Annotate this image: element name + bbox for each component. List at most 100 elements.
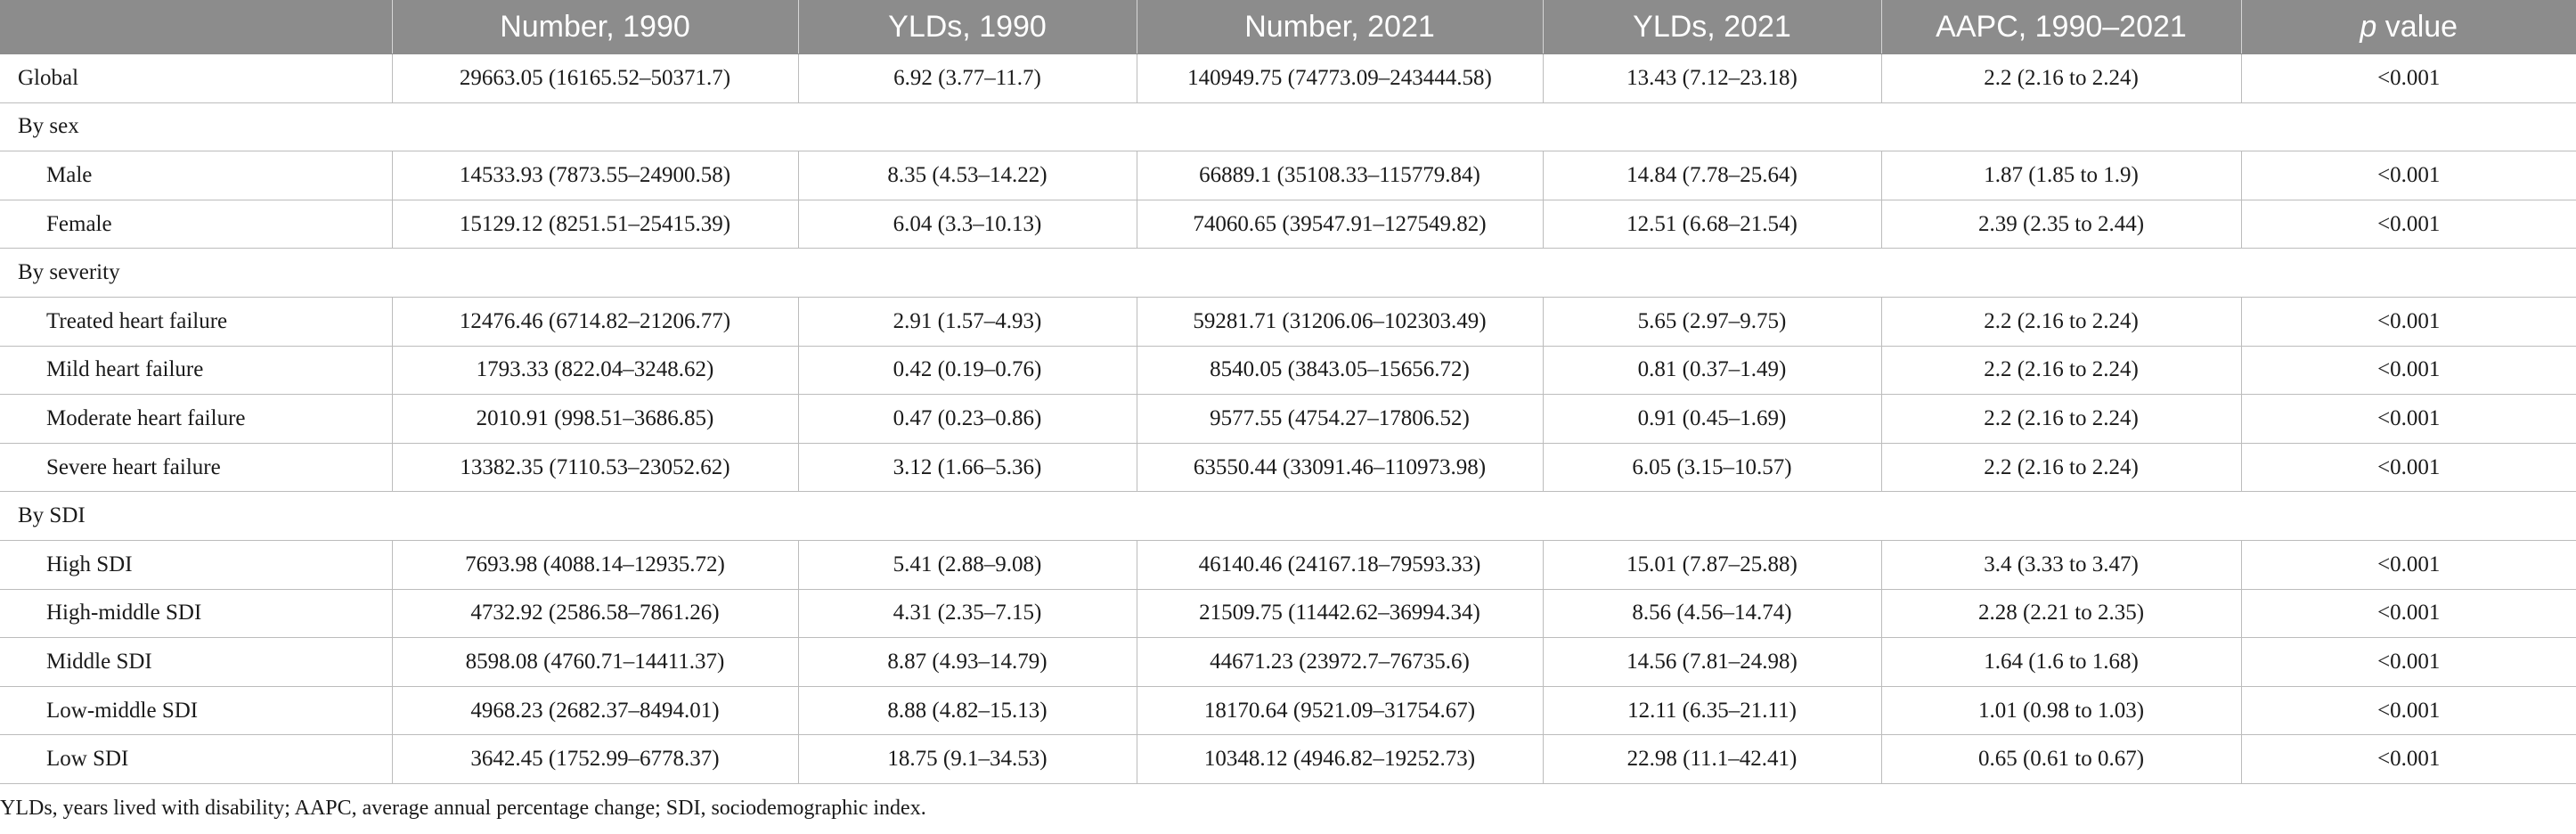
table-cell: <0.001 (2240, 637, 2576, 687)
table-cell: 12.51 (6.68–21.54) (1542, 200, 1882, 249)
table-cell: <0.001 (2240, 734, 2576, 784)
header-cell-ylds-2021: YLDs, 2021 (1543, 0, 1882, 54)
table-cell: <0.001 (2240, 297, 2576, 347)
table-cell: 2010.91 (998.51–3686.85) (391, 394, 799, 444)
table-cell: 3.4 (3.33 to 3.47) (1880, 540, 2242, 590)
table-cell: <0.001 (2240, 346, 2576, 396)
table-row: Severe heart failure 13382.35 (7110.53–23… (0, 443, 2576, 493)
table-cell: 12476.46 (6714.82–21206.77) (391, 297, 799, 347)
header-cell-blank (0, 0, 393, 54)
row-label: Middle SDI (0, 637, 393, 687)
table-cell: <0.001 (2240, 443, 2576, 493)
table-cell: 2.2 (2.16 to 2.24) (1880, 297, 2242, 347)
table-cell: <0.001 (2240, 53, 2576, 103)
table-cell: 8.35 (4.53–14.22) (797, 151, 1137, 200)
table-cell: 2.39 (2.35 to 2.44) (1880, 200, 2242, 249)
table-cell: 12.11 (6.35–21.11) (1542, 686, 1882, 736)
table-cell: 2.2 (2.16 to 2.24) (1880, 346, 2242, 396)
table-footnote: YLDs, years lived with disability; AAPC,… (0, 797, 926, 820)
table-row: Mild heart failure 1793.33 (822.04–3248.6… (0, 346, 2576, 396)
table-cell: 1793.33 (822.04–3248.62) (391, 346, 799, 396)
table-row: Moderate heart failure 2010.91 (998.51–36… (0, 394, 2576, 444)
row-label: Moderate heart failure (0, 394, 393, 444)
header-cell-p-value: p value (2241, 0, 2576, 54)
table-cell: 6.05 (3.15–10.57) (1542, 443, 1882, 493)
table-row: High SDI 7693.98 (4088.14–12935.72) 5.41 (… (0, 540, 2576, 590)
table-cell: 21509.75 (11442.62–36994.34) (1136, 589, 1544, 639)
table-header: Number, 1990 YLDs, 1990 Number, 2021 YLD… (0, 0, 2576, 54)
table-cell: 140949.75 (74773.09–243444.58) (1136, 53, 1544, 103)
table-cell: 2.2 (2.16 to 2.24) (1880, 394, 2242, 444)
table-row: Male 14533.93 (7873.55–24900.58) 8.35 (4.5… (0, 151, 2576, 200)
table-cell: 74060.65 (39547.91–127549.82) (1136, 200, 1544, 249)
table-cell: 6.04 (3.3–10.13) (797, 200, 1137, 249)
table-cell: 15.01 (7.87–25.88) (1542, 540, 1882, 590)
table-cell: 14.84 (7.78–25.64) (1542, 151, 1882, 200)
table-cell: 59281.71 (31206.06–102303.49) (1136, 297, 1544, 347)
table-cell: 0.65 (0.61 to 0.67) (1880, 734, 2242, 784)
group-label: By sex (0, 102, 2576, 152)
table-cell: 0.81 (0.37–1.49) (1542, 346, 1882, 396)
table-cell: 8.56 (4.56–14.74) (1542, 589, 1882, 639)
table-cell: 3642.45 (1752.99–6778.37) (391, 734, 799, 784)
table-cell: 66889.1 (35108.33–115779.84) (1136, 151, 1544, 200)
header-cell-number-1990: Number, 1990 (392, 0, 799, 54)
table-cell: <0.001 (2240, 200, 2576, 249)
table-cell: 1.87 (1.85 to 1.9) (1880, 151, 2242, 200)
table-cell: <0.001 (2240, 151, 2576, 200)
row-label: Global (0, 53, 393, 103)
table-cell: 8598.08 (4760.71–14411.37) (391, 637, 799, 687)
row-label: Treated heart failure (0, 297, 393, 347)
table-cell: 29663.05 (16165.52–50371.7) (391, 53, 799, 103)
table-row: High-middle SDI 4732.92 (2586.58–7861.26)… (0, 589, 2576, 639)
data-table: Number, 1990 YLDs, 1990 Number, 2021 YLD… (0, 0, 2576, 784)
table-cell: 0.47 (0.23–0.86) (797, 394, 1137, 444)
header-cell-aapc: AAPC, 1990–2021 (1881, 0, 2242, 54)
table-cell: <0.001 (2240, 686, 2576, 736)
table-cell: 1.01 (0.98 to 1.03) (1880, 686, 2242, 736)
table-cell: 18.75 (9.1–34.53) (797, 734, 1137, 784)
group-header-row: By sex (0, 102, 2576, 152)
table-cell: 63550.44 (33091.46–110973.98) (1136, 443, 1544, 493)
table-cell: 2.28 (2.21 to 2.35) (1880, 589, 2242, 639)
table-cell: 3.12 (1.66–5.36) (797, 443, 1137, 493)
row-label: High SDI (0, 540, 393, 590)
table-cell: 10348.12 (4946.82–19252.73) (1136, 734, 1544, 784)
table-cell: 2.2 (2.16 to 2.24) (1880, 53, 2242, 103)
table-cell: <0.001 (2240, 540, 2576, 590)
table-cell: 22.98 (11.1–42.41) (1542, 734, 1882, 784)
table-cell: <0.001 (2240, 394, 2576, 444)
table-cell: 4.31 (2.35–7.15) (797, 589, 1137, 639)
table-row: Female 15129.12 (8251.51–25415.39) 6.04 (3… (0, 200, 2576, 249)
p-letter: p (2360, 9, 2377, 44)
table-cell: 5.65 (2.97–9.75) (1542, 297, 1882, 347)
table-cell: 4732.92 (2586.58–7861.26) (391, 589, 799, 639)
row-label: Severe heart failure (0, 443, 393, 493)
row-label: Low SDI (0, 734, 393, 784)
table-cell: 6.92 (3.77–11.7) (797, 53, 1137, 103)
table-cell: <0.001 (2240, 589, 2576, 639)
table-cell: 8.87 (4.93–14.79) (797, 637, 1137, 687)
table-cell: 0.42 (0.19–0.76) (797, 346, 1137, 396)
table-cell: 13.43 (7.12–23.18) (1542, 53, 1882, 103)
row-label: Mild heart failure (0, 346, 393, 396)
table-cell: 15129.12 (8251.51–25415.39) (391, 200, 799, 249)
table-cell: 5.41 (2.88–9.08) (797, 540, 1137, 590)
table-row: Low SDI 3642.45 (1752.99–6778.37) 18.75 (9… (0, 734, 2576, 784)
table-cell: 8540.05 (3843.05–15656.72) (1136, 346, 1544, 396)
group-label: By severity (0, 248, 2576, 298)
table-cell: 0.91 (0.45–1.69) (1542, 394, 1882, 444)
table-cell: 1.64 (1.6 to 1.68) (1880, 637, 2242, 687)
table-cell: 46140.46 (24167.18–79593.33) (1136, 540, 1544, 590)
table-cell: 14533.93 (7873.55–24900.58) (391, 151, 799, 200)
table-cell: 44671.23 (23972.7–76735.6) (1136, 637, 1544, 687)
table-cell: 4968.23 (2682.37–8494.01) (391, 686, 799, 736)
header-cell-number-2021: Number, 2021 (1137, 0, 1544, 54)
table-cell: 18170.64 (9521.09–31754.67) (1136, 686, 1544, 736)
group-header-row: By SDI (0, 491, 2576, 541)
table-row: Low-middle SDI 4968.23 (2682.37–8494.01) 8… (0, 686, 2576, 736)
group-label: By SDI (0, 491, 2576, 541)
table-cell: 14.56 (7.81–24.98) (1542, 637, 1882, 687)
row-label: Low-middle SDI (0, 686, 393, 736)
